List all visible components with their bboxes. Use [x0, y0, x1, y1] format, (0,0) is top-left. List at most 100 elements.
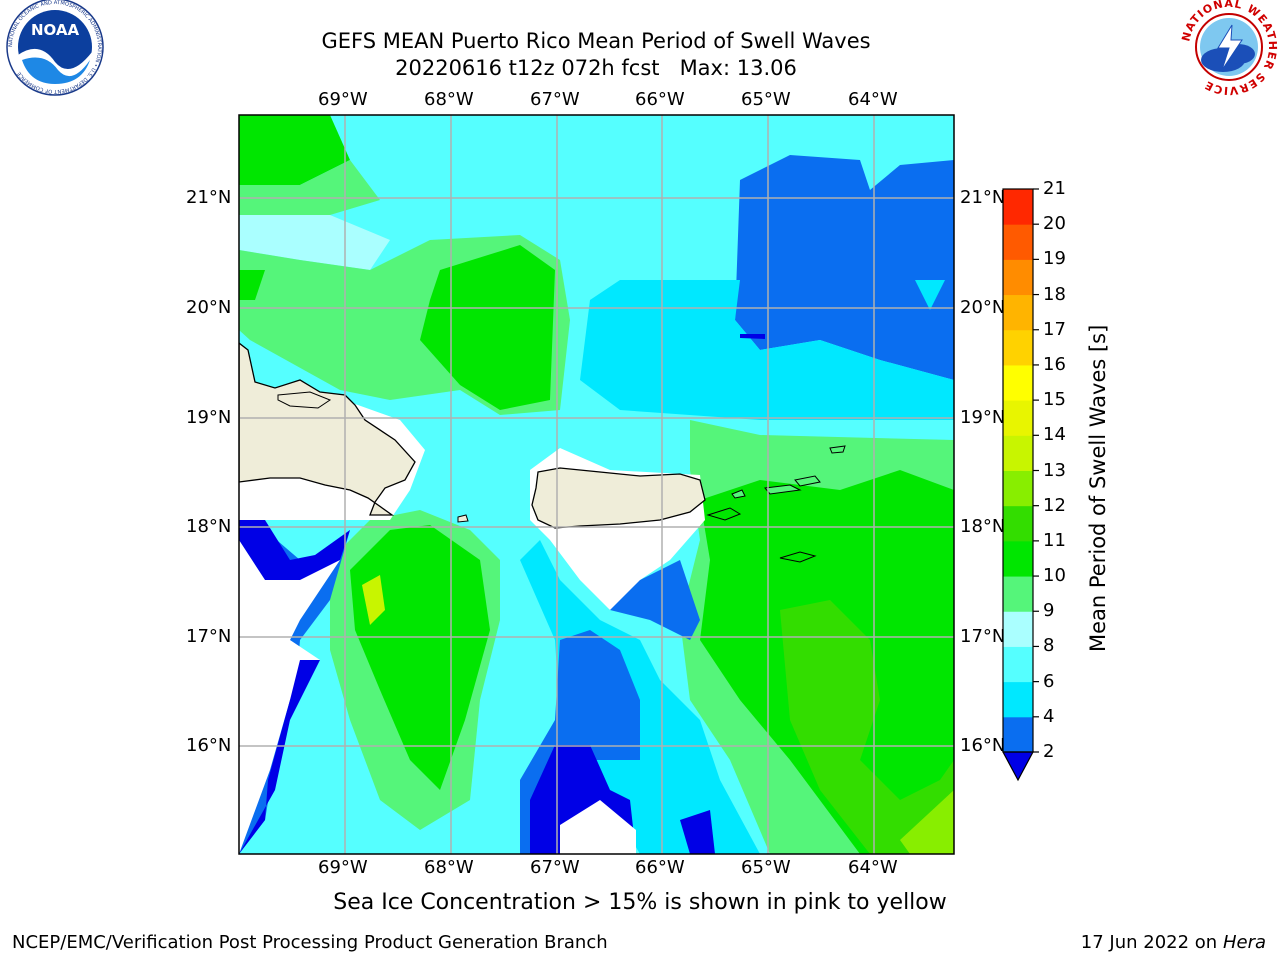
- colorbar-swatch: [1003, 646, 1033, 683]
- st-croix-island: [779, 551, 817, 563]
- lon-tick-top: 67°W: [530, 89, 580, 110]
- colorbar-swatch: [1003, 540, 1033, 577]
- contour-12s-east: [780, 600, 954, 854]
- lon-tick-bottom: 65°W: [741, 857, 791, 878]
- lat-tick-right: 16°N: [960, 735, 1006, 756]
- contour-4s-ne: [735, 155, 954, 380]
- footer-date: 17 Jun 2022 on Hera: [1081, 932, 1266, 953]
- footer-date-text: 17 Jun 2022 on: [1080, 932, 1218, 953]
- colorbar-tick-label: 19: [1043, 248, 1066, 270]
- tortola-island: [794, 475, 821, 487]
- contour-2s-se: [680, 810, 715, 854]
- colorbar-tick-label: 14: [1043, 424, 1066, 446]
- hispaniola-land: [239, 342, 416, 516]
- footer-credit: NCEP/EMC/Verification Post Processing Pr…: [12, 932, 608, 953]
- colorbar-swatch: [1003, 189, 1033, 225]
- culebra-island: [731, 489, 746, 499]
- colorbar-tick-label: 6: [1043, 670, 1055, 692]
- tortuga-island: [277, 391, 332, 409]
- colorbar-swatch: [1003, 294, 1033, 331]
- colorbar-swatch: [1003, 400, 1033, 436]
- lon-tick-bottom: 68°W: [424, 857, 474, 878]
- colorbar-tick-label: 9: [1043, 600, 1055, 622]
- footer-machine: Hera: [1222, 932, 1266, 953]
- max-value: Max: 13.06: [679, 56, 797, 80]
- lon-tick-bottom: 66°W: [635, 857, 685, 878]
- lat-tick-left: 18°N: [186, 516, 232, 537]
- nws-logo: NATIONAL WEATHER SERVICE: [1179, 0, 1278, 97]
- lat-tick-right: 19°N: [960, 407, 1006, 428]
- colorbar-swatch: [1003, 259, 1033, 296]
- masked-area-west: [239, 540, 340, 854]
- contour-11s-west: [239, 270, 265, 300]
- lon-tick-bottom: 64°W: [848, 857, 898, 878]
- contour-11s-nw: [239, 115, 350, 185]
- colorbar-swatch: [1003, 611, 1033, 647]
- colorbar-tick-label: 11: [1043, 529, 1066, 551]
- colorbar-tick-label: 15: [1043, 389, 1066, 411]
- lat-tick-right: 17°N: [960, 626, 1006, 647]
- lat-tick-left: 16°N: [186, 735, 232, 756]
- colorbar-tick-label: 2: [1043, 741, 1055, 762]
- colorbar-swatch: [1003, 329, 1033, 366]
- masked-area-south: [560, 800, 636, 854]
- colorbar-tick-label: 8: [1043, 635, 1055, 657]
- colorbar-tick-label: 17: [1043, 318, 1066, 340]
- contour-11s-sw: [350, 525, 490, 790]
- vieques-island: [706, 507, 742, 521]
- contour-8s-nw: [239, 215, 390, 270]
- mona-island: [457, 514, 469, 523]
- colorbar-swatch: [1003, 576, 1033, 612]
- colorbar-tick-label: 20: [1043, 213, 1066, 235]
- chart-title: GEFS MEAN Puerto Rico Mean Period of Swe…: [321, 29, 871, 53]
- noaa-logo: NOAA NATIONAL OCEANIC AND ATMOSPHERIC AD…: [6, 0, 104, 96]
- colorbar-title: Mean Period of Swell Waves [s]: [1086, 324, 1110, 652]
- colorbar-swatch: [1003, 364, 1033, 401]
- lat-tick-right: 18°N: [960, 516, 1006, 537]
- lon-tick-top: 66°W: [635, 89, 685, 110]
- colorbar-swatch: [1003, 470, 1033, 507]
- colorbar-tick-label: 21: [1043, 178, 1066, 199]
- contour-2s-sw: [239, 660, 320, 854]
- lat-tick-left: 19°N: [186, 407, 232, 428]
- lon-tick-top: 64°W: [848, 89, 898, 110]
- gridlines: [239, 115, 954, 854]
- colorbar-tick-label: 4: [1043, 705, 1055, 727]
- colorbar-tick-label: 10: [1043, 565, 1066, 587]
- colorbar-swatch: [1003, 224, 1033, 260]
- lat-tick-left: 20°N: [186, 297, 232, 318]
- noaa-logo-text: NOAA: [31, 21, 80, 39]
- lat-tick-left: 17°N: [186, 626, 232, 647]
- colorbar-tick-label: 12: [1043, 494, 1066, 516]
- colorbar-swatch: [1003, 681, 1033, 718]
- chart-subtitle: 20220616 t12z 072h fcst Max: 13.06: [0, 55, 1192, 81]
- colorbar-swatch: [1003, 716, 1033, 753]
- colorbar-tick-label: 13: [1043, 459, 1066, 481]
- forecast-time: 20220616 t12z 072h fcst: [395, 56, 660, 80]
- lat-tick-right: 21°N: [960, 187, 1006, 208]
- map-field: [239, 115, 954, 854]
- colorbar-under-extension: [1001, 751, 1035, 782]
- colorbar-tick-label: 16: [1043, 353, 1066, 375]
- contour-13s-sw: [362, 575, 385, 625]
- min-spot: [740, 334, 765, 339]
- contour-11s-central: [420, 245, 555, 410]
- anegada-island: [829, 445, 846, 454]
- map-frame: [238, 114, 955, 855]
- colorbar-swatch: [1003, 435, 1033, 471]
- lat-tick-right: 20°N: [960, 297, 1006, 318]
- colorbar-swatch: [1003, 505, 1033, 542]
- contour-13s-se: [900, 790, 954, 854]
- lon-tick-bottom: 69°W: [318, 857, 368, 878]
- lon-tick-top: 65°W: [741, 89, 791, 110]
- sea-ice-note: Sea Ice Concentration > 15% is shown in …: [333, 890, 947, 915]
- contour-6s-band: [580, 280, 954, 420]
- colorbar: [1001, 188, 1039, 782]
- contour-4s-south: [520, 630, 640, 854]
- lon-tick-top: 68°W: [424, 89, 474, 110]
- colorbar-tick-label: 18: [1043, 283, 1066, 305]
- contour-2s-west: [239, 500, 350, 590]
- lon-tick-bottom: 67°W: [530, 857, 580, 878]
- lat-tick-left: 21°N: [186, 187, 232, 208]
